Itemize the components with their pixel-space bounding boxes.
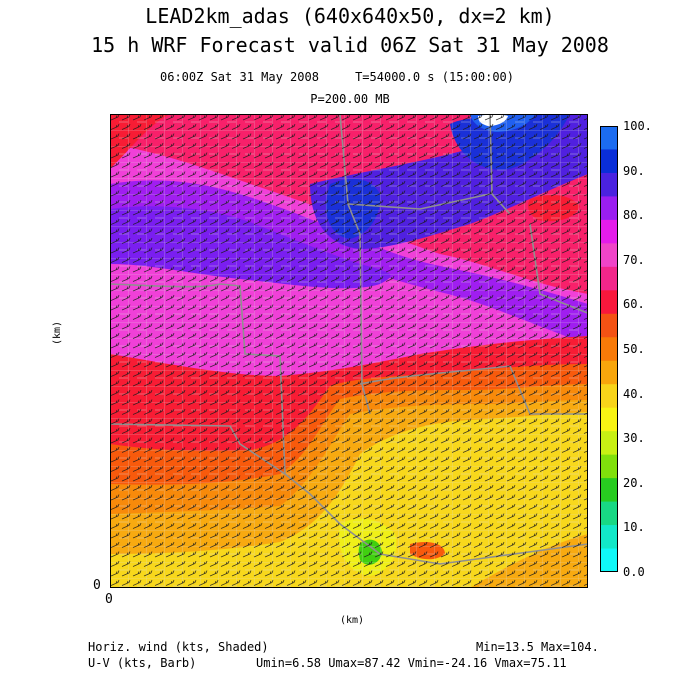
title-line-1: LEAD2km_adas (640x640x50, dx=2 km)	[145, 4, 555, 28]
colorbar-tick-label: 0.0	[623, 565, 645, 579]
colorbar-tick-label: 30.	[623, 431, 645, 446]
colorbar-tick-label: 20.	[623, 475, 645, 490]
colorbar-swatch	[600, 196, 618, 221]
wind-speed-map	[110, 114, 588, 588]
barb-field-stats: Umin=6.58 Umax=87.42 Vmin=-24.16 Vmax=75…	[256, 656, 567, 670]
shaded-field-label: Horiz. wind (kts, Shaded)	[88, 640, 269, 654]
colorbar-swatch	[600, 360, 618, 385]
y-axis-label: (km)	[52, 320, 63, 345]
x-axis-label: (km)	[340, 615, 365, 626]
colorbar-swatch	[600, 548, 618, 572]
pressure-level: P=200.00 MB	[310, 92, 390, 106]
colorbar-tick-label: 10.	[623, 520, 645, 535]
x-origin-tick: 0	[105, 592, 113, 607]
plot-frame	[110, 114, 588, 588]
colorbar-swatch	[600, 126, 618, 151]
colorbar-swatch	[600, 313, 618, 338]
colorbar-tick-label: 60.	[623, 297, 645, 312]
colorbar-swatch	[600, 525, 618, 550]
colorbar-swatch	[600, 337, 618, 362]
colorbar-swatch	[600, 478, 618, 503]
wind-barbs	[110, 114, 588, 588]
colorbar-frame	[600, 126, 618, 572]
colorbar	[600, 126, 618, 572]
colorbar-swatch	[600, 290, 618, 315]
colorbar-tick-label: 90.	[623, 163, 645, 178]
y-origin-tick: 0	[93, 578, 101, 593]
colorbar-swatch	[600, 172, 618, 198]
colorbar-swatch	[600, 407, 618, 432]
colorbar-swatch	[600, 243, 618, 268]
valid-time-line: 06:00Z Sat 31 May 2008 T=54000.0 s (15:0…	[160, 70, 515, 84]
colorbar-swatch	[600, 219, 618, 244]
colorbar-swatch	[600, 454, 618, 479]
colorbar-tick-label: 70.	[623, 252, 645, 267]
colorbar-tick-label: 40.	[623, 386, 645, 401]
colorbar-swatch	[600, 149, 618, 174]
colorbar-swatch	[600, 431, 618, 456]
colorbar-tick-label: 100.	[623, 119, 652, 133]
barb-field-label: U-V (kts, Barb)	[88, 656, 197, 670]
colorbar-swatch	[600, 501, 618, 526]
colorbar-tick-label: 80.	[623, 208, 645, 223]
colorbar-swatch	[600, 266, 618, 291]
colorbar-tick-label: 50.	[623, 342, 645, 356]
colorbar-swatch	[600, 384, 618, 409]
title-line-2: 15 h WRF Forecast valid 06Z Sat 31 May 2…	[91, 33, 609, 57]
shaded-field-stats: Min=13.5 Max=104.	[476, 640, 599, 654]
